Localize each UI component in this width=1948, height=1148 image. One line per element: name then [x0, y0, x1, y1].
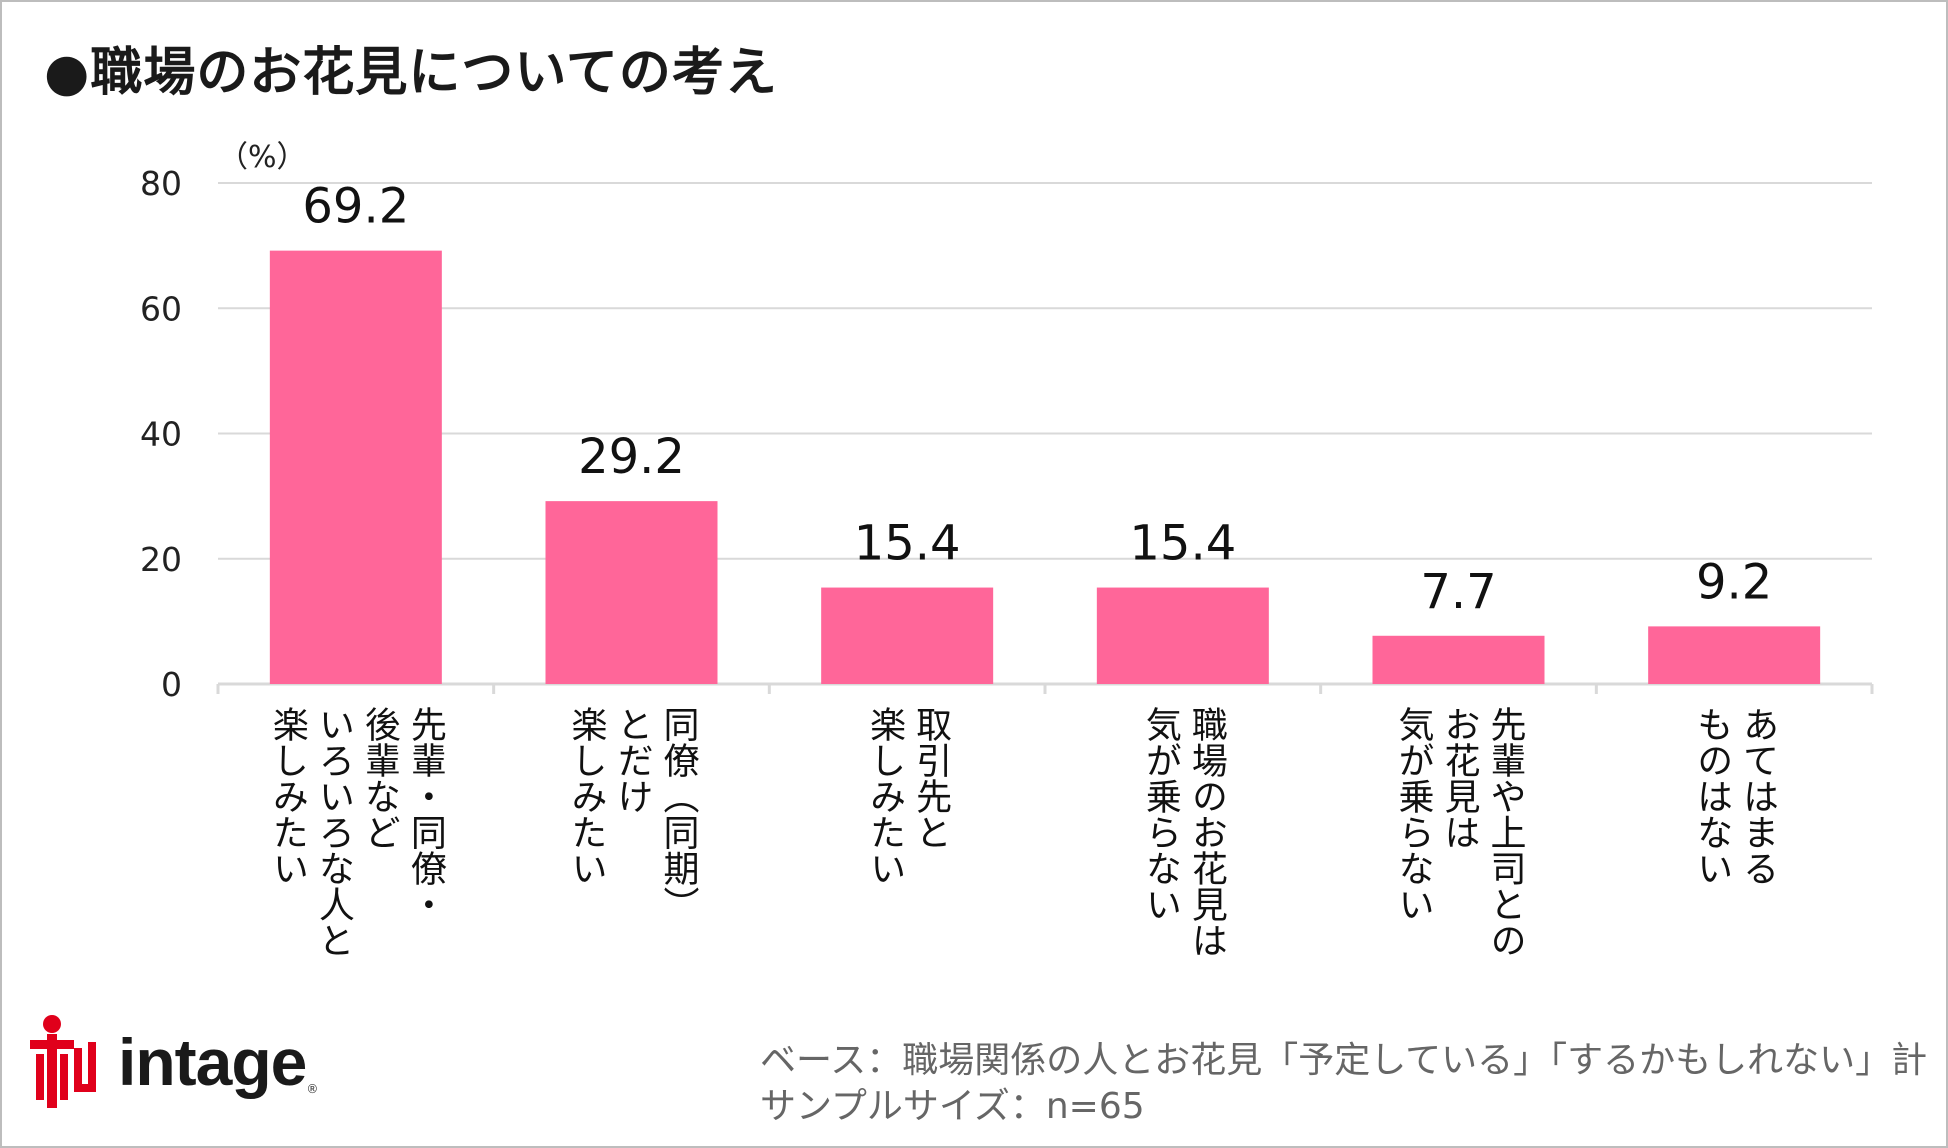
bar-value-label: 69.2 — [302, 179, 409, 235]
bar-value-label: 15.4 — [1129, 516, 1236, 572]
chart-title: ●職場のお花見についての考え — [44, 43, 778, 103]
bar-value-label: 29.2 — [578, 429, 685, 485]
y-axis-unit-label: （%） — [218, 140, 307, 175]
bar — [1648, 626, 1821, 684]
bar — [1372, 635, 1545, 684]
registered-mark: ® — [306, 1082, 319, 1096]
logo-wordmark: intage — [118, 1025, 307, 1099]
x-category-label: 職場のお花見は 気が乗らない — [1139, 706, 1227, 958]
intage-person-mark-icon — [30, 1015, 96, 1108]
y-tick-label: 40 — [140, 415, 182, 454]
bar — [1096, 587, 1269, 684]
footnote: ベース：職場関係の人とお花見「予定している」「するかもしれない」計 サンプルサイ… — [760, 1038, 1927, 1130]
bar-value-label: 7.7 — [1420, 564, 1496, 620]
intage-logo: intage ® — [30, 1012, 318, 1112]
x-category-label: 取引先と 楽しみたい — [864, 706, 952, 886]
x-category-label: 先輩・同僚・ 後輩など いろいろな人と 楽しみたい — [266, 706, 446, 958]
x-category-label: 同僚（同期） とだけ 楽しみたい — [565, 706, 699, 922]
y-tick-label: 60 — [140, 289, 182, 328]
x-category-label: 先輩や上司との お花見は 気が乗らない — [1392, 706, 1526, 958]
bar — [545, 501, 718, 684]
bar — [269, 250, 442, 684]
footnote-sample-size: サンプルサイズ：n=65 — [760, 1086, 1145, 1127]
y-tick-label: 0 — [161, 665, 182, 704]
x-category-label: あてはまる ものはない — [1691, 706, 1779, 886]
y-tick-label: 20 — [140, 540, 182, 579]
footnote-base: ベース：職場関係の人とお花見「予定している」「するかもしれない」計 — [760, 1040, 1928, 1081]
bar — [821, 587, 994, 684]
bar-value-label: 9.2 — [1696, 554, 1772, 610]
bar-value-label: 15.4 — [854, 516, 961, 572]
y-tick-label: 80 — [140, 164, 182, 203]
